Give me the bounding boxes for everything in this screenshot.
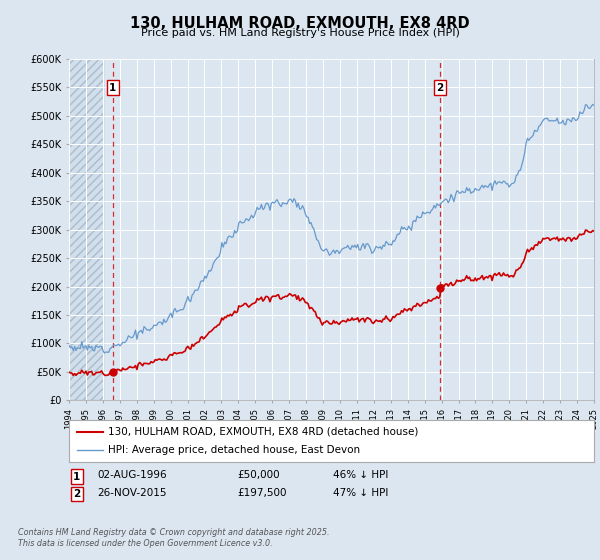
Text: 130, HULHAM ROAD, EXMOUTH, EX8 4RD (detached house): 130, HULHAM ROAD, EXMOUTH, EX8 4RD (deta… (109, 427, 419, 437)
Text: 130, HULHAM ROAD, EXMOUTH, EX8 4RD: 130, HULHAM ROAD, EXMOUTH, EX8 4RD (130, 16, 470, 31)
Text: 26-NOV-2015: 26-NOV-2015 (97, 488, 167, 498)
Text: Price paid vs. HM Land Registry's House Price Index (HPI): Price paid vs. HM Land Registry's House … (140, 28, 460, 38)
Text: 46% ↓ HPI: 46% ↓ HPI (333, 470, 388, 480)
Text: 1: 1 (73, 472, 80, 482)
Text: 1: 1 (109, 83, 116, 93)
Text: 2: 2 (73, 489, 80, 499)
Text: 2: 2 (436, 83, 443, 93)
Text: £50,000: £50,000 (237, 470, 280, 480)
Text: HPI: Average price, detached house, East Devon: HPI: Average price, detached house, East… (109, 445, 361, 455)
Text: Contains HM Land Registry data © Crown copyright and database right 2025.
This d: Contains HM Land Registry data © Crown c… (18, 528, 329, 548)
Text: 47% ↓ HPI: 47% ↓ HPI (333, 488, 388, 498)
Text: £197,500: £197,500 (237, 488, 287, 498)
Text: 02-AUG-1996: 02-AUG-1996 (97, 470, 167, 480)
